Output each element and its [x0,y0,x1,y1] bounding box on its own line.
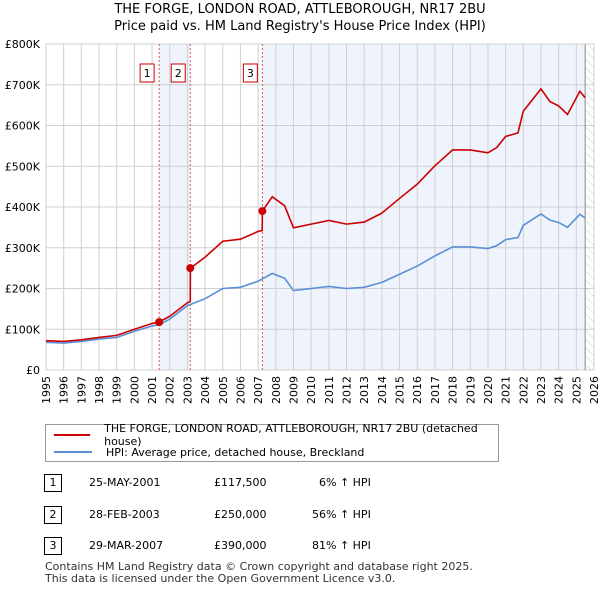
x-tick-label: 2003 [181,376,194,404]
x-tick-label: 2019 [464,376,477,404]
x-tick-label: 2024 [553,376,566,404]
x-tick-label: 2013 [358,376,371,404]
sale-price: £250,000 [214,508,267,521]
x-tick-label: 2001 [146,376,159,404]
x-tick-label: 2020 [482,376,495,404]
sale-label-box [170,63,186,83]
sale-label: 2 [175,67,182,80]
x-tick-label: 2026 [588,376,600,404]
footer-line: This data is licensed under the Open Gov… [45,572,396,585]
x-tick-label: 2022 [517,376,530,404]
sale-label: 1 [144,67,151,80]
x-tick-label: 2006 [234,376,247,404]
x-tick-label: 1997 [75,376,88,404]
sale-number: 3 [44,537,62,555]
x-tick-label: 2000 [128,376,141,404]
footer-line: Contains HM Land Registry data © Crown c… [45,560,473,573]
x-tick-label: 2018 [447,376,460,404]
x-tick-label: 2017 [429,376,442,404]
x-tick-label: 2005 [217,376,230,404]
y-tick-label: £500K [5,160,41,173]
x-tick-label: 2011 [323,376,336,404]
y-tick-label: £0 [26,364,40,377]
sale-date: 29-MAR-2007 [89,539,164,552]
x-tick-label: 2002 [164,376,177,404]
y-tick-label: £700K [5,79,41,92]
legend-swatch-blue [54,451,92,453]
x-tick-label: 1998 [93,376,106,404]
legend-swatch-red [54,434,91,436]
sale-hpi: 6% ↑ HPI [319,476,371,489]
sale-point [155,318,164,327]
sale-label: 3 [247,67,254,80]
y-tick-label: £100K [5,323,41,336]
y-tick-label: £300K [5,242,41,255]
x-tick-label: 1999 [111,376,124,404]
sale-date: 25-MAY-2001 [89,476,161,489]
chart-subtitle: Price paid vs. HM Land Registry's House … [114,19,486,34]
x-tick-label: 2021 [500,376,513,404]
y-tick-label: £800K [5,38,41,51]
chart-title: THE FORGE, LONDON ROAD, ATTLEBOROUGH, NR… [114,2,486,17]
y-tick-label: £600K [5,120,41,133]
x-tick-label: 2025 [570,376,583,404]
x-tick-label: 1995 [40,376,53,404]
sale-number: 1 [44,474,62,492]
x-tick-label: 1996 [58,376,71,404]
plot-area: 1995 1996 1997 1998 1999 2000 2001 2002 2003 2004… [5,38,600,404]
sale-point [258,207,267,216]
y-tick-label: £200K [5,283,41,296]
legend-label: HPI: Average price, detached house, Brec… [106,445,365,459]
legend-item-hpi: HPI: Average price, detached house, Brec… [54,444,364,460]
sale-price: £117,500 [214,476,267,489]
sale-date: 28-FEB-2003 [89,508,160,521]
x-tick-label: 2023 [535,376,548,404]
sale-point [186,264,195,273]
series-line-hpi [45,212,586,344]
x-tick-label: 2010 [305,376,318,404]
sale-number: 2 [44,506,62,524]
sale-price: £390,000 [214,539,267,552]
x-tick-label: 2009 [287,376,300,404]
sale-hpi: 56% ↑ HPI [312,508,371,521]
sale-label-box [242,63,258,83]
x-tick-label: 2004 [199,376,212,404]
legend: THE FORGE, LONDON ROAD, ATTLEBOROUGH, NR… [45,422,499,462]
x-tick-label: 2008 [270,376,283,404]
x-tick-label: 2012 [341,376,354,404]
y-tick-label: £400K [5,201,41,214]
x-tick-label: 2016 [411,376,424,404]
legend-item-property: THE FORGE, LONDON ROAD, ATTLEBOROUGH, NR… [54,422,498,448]
sale-label-box [139,63,155,83]
legend-label: THE FORGE, LONDON ROAD, ATTLEBOROUGH, NR… [104,422,478,448]
sale-hpi: 81% ↑ HPI [312,539,371,552]
x-tick-label: 2015 [394,376,407,404]
x-tick-label: 2014 [376,376,389,404]
x-tick-label: 2007 [252,376,265,404]
